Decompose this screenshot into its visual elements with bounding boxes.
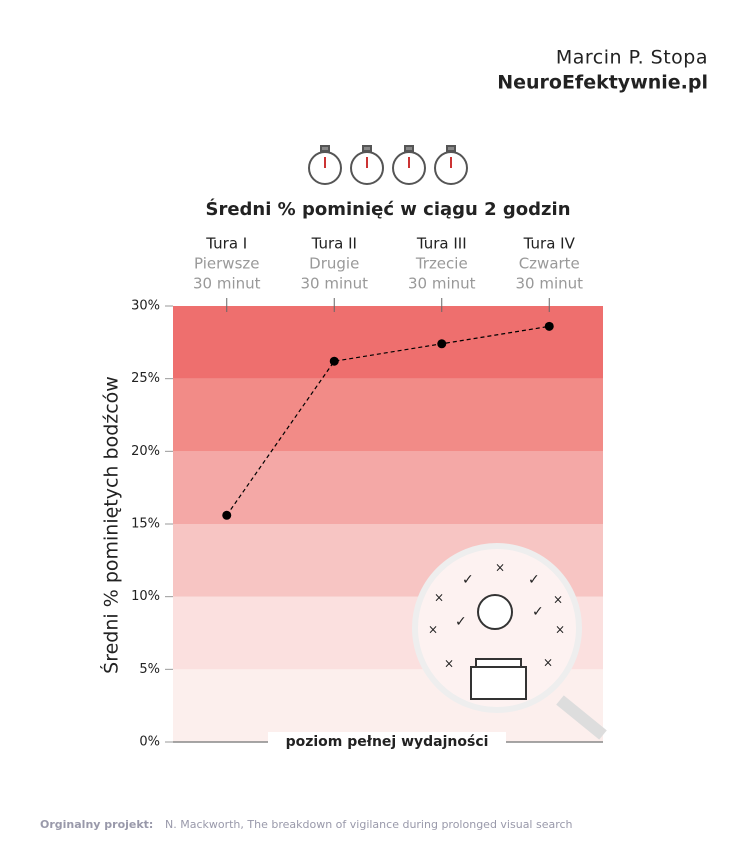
y-tick-label: 0% [139, 735, 160, 750]
svg-text:×: × [428, 623, 438, 637]
x-tick-label: Tura I [205, 235, 247, 253]
svg-text:✓: ✓ [532, 604, 544, 620]
annotation: poziom pełnej wydajności [286, 734, 489, 750]
y-tick-label: 30% [131, 299, 160, 314]
svg-text:×: × [444, 657, 454, 671]
x-tick-label: Trzecie [415, 255, 468, 273]
x-tick-label: 30 minut [408, 275, 476, 293]
svg-text:×: × [434, 591, 444, 605]
band [173, 378, 603, 452]
y-tick-label: 5% [139, 662, 160, 677]
x-tick-label: Pierwsze [194, 255, 259, 273]
svg-text:×: × [553, 593, 563, 607]
annotation-bg [268, 732, 506, 752]
svg-text:✓: ✓ [455, 614, 467, 630]
point [329, 356, 339, 366]
x-tick-label: Czwarte [519, 255, 580, 273]
chart-title: Średni % pominięć w ciągu 2 godzin [205, 198, 570, 220]
band [173, 451, 603, 524]
svg-text:✓: ✓ [462, 572, 474, 588]
source: N. Mackworth, The breakdown of vigilance… [165, 818, 573, 831]
magnifier: ✓ ✓ ✓ ✓ × × × × × × × [412, 543, 607, 740]
line [226, 325, 550, 516]
svg-text:×: × [555, 623, 565, 637]
x-tick-label: 30 minut [193, 275, 261, 293]
x-tick-label: Drugie [309, 255, 359, 273]
stopwatches [308, 145, 468, 185]
x-tick-label: Tura III [416, 235, 467, 253]
svg-text:×: × [543, 656, 553, 670]
point [222, 510, 232, 520]
y-tick-label: 10% [131, 589, 160, 604]
source-label: Orginalny projekt: [40, 818, 153, 831]
x-tick-label: 30 minut [515, 275, 583, 293]
x-tick-label: Tura IV [523, 235, 576, 253]
y-tick-label: 20% [131, 444, 160, 459]
x-tick-label: Tura II [311, 235, 357, 253]
y-tick-label: 15% [131, 517, 160, 532]
x-tick-label: 30 minut [300, 275, 368, 293]
y-tick-label: 25% [131, 371, 160, 386]
point [437, 339, 447, 349]
point [544, 321, 554, 331]
svg-text:✓: ✓ [528, 572, 540, 588]
band [173, 306, 603, 379]
svg-text:×: × [495, 561, 505, 575]
y-axis-label: Średni % pominiętych bodźców [99, 376, 123, 674]
author: Marcin P. Stopa [556, 47, 708, 69]
site: NeuroEfektywnie.pl [497, 72, 708, 94]
